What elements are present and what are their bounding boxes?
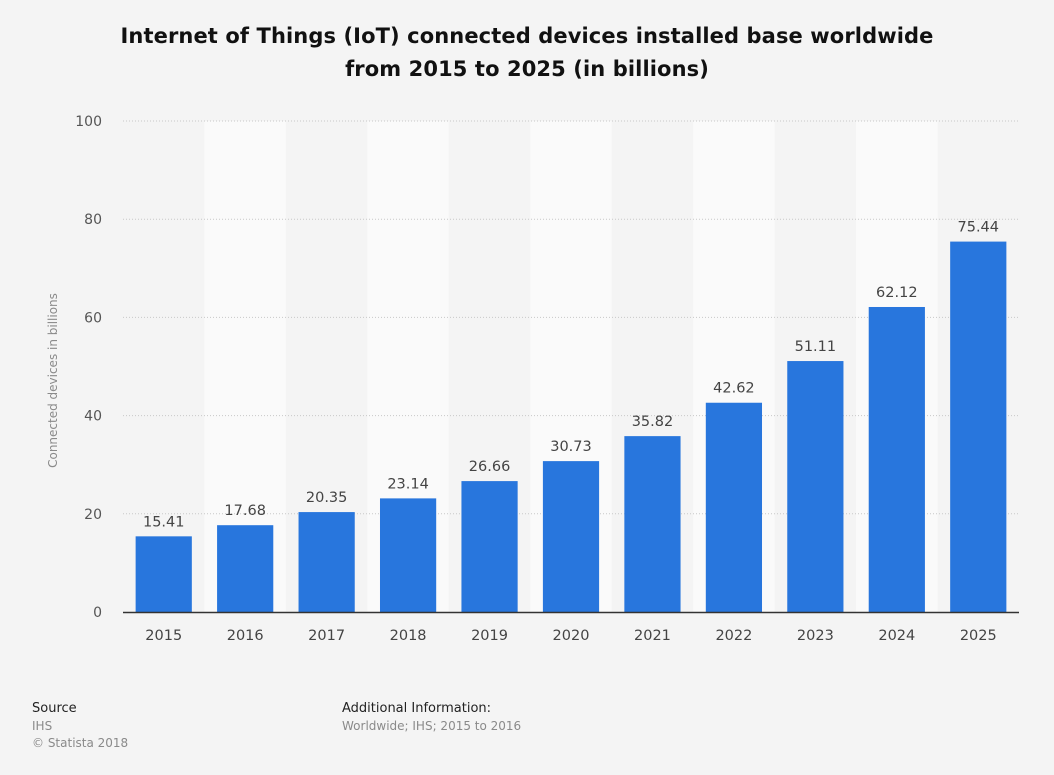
y-tick-label: 80: [84, 212, 102, 228]
x-tick-label: 2019: [471, 628, 508, 644]
x-axis-ticks: 2015 2016 2017 2018 2019 2020 2021 2022 2023 2024…: [145, 628, 996, 644]
x-tick-label: 2020: [553, 628, 590, 644]
value-label: 15.41: [143, 514, 185, 530]
x-tick-label: 2018: [390, 628, 427, 644]
x-tick-label: 2022: [715, 628, 752, 644]
y-axis-label: Connected devices in billions: [46, 293, 60, 468]
chart-title: Internet of Things (IoT) connected devic…: [0, 20, 1054, 86]
column-band: [123, 121, 205, 612]
y-tick-label: 0: [93, 605, 102, 621]
value-label: 20.35: [306, 490, 348, 506]
x-tick-label: 2024: [878, 628, 915, 644]
x-tick-label: 2023: [797, 628, 834, 644]
bar-2020: [542, 461, 600, 612]
value-label: 62.12: [876, 285, 918, 301]
bar-chart: 0 20 40 60 80 100 15.41 17.68 20.35 23.14 26.66 30…: [46, 114, 1019, 644]
copyright: © Statista 2018: [32, 736, 129, 750]
value-label: 51.11: [795, 339, 837, 355]
chart-title-line-1: Internet of Things (IoT) connected devic…: [120, 24, 934, 48]
x-tick-label: 2015: [145, 628, 182, 644]
source-block: Source IHS © Statista 2018: [32, 700, 128, 752]
bar-2023: [787, 361, 844, 612]
value-label: 17.68: [224, 503, 266, 519]
y-tick-label: 40: [84, 409, 102, 425]
bar-2017: [298, 512, 355, 612]
bar-2019: [461, 481, 518, 612]
value-label: 35.82: [632, 414, 674, 430]
chart-title-line-2: from 2015 to 2025 (in billions): [345, 57, 709, 81]
additional-info-block: Additional Information: Worldwide; IHS; …: [342, 700, 521, 735]
additional-info-heading: Additional Information:: [342, 701, 492, 716]
additional-info-text: Worldwide; IHS; 2015 to 2016: [342, 719, 522, 733]
value-label: 75.44: [958, 220, 1000, 236]
bar-2018: [379, 498, 437, 612]
y-axis-ticks: 0 20 40 60 80 100: [75, 114, 102, 621]
source-name: IHS: [32, 719, 53, 733]
bar-2024: [868, 306, 925, 612]
bar-2016: [217, 525, 274, 612]
bar-2015: [135, 536, 192, 612]
value-labels: 15.41 17.68 20.35 23.14 26.66 30.73 35.82 42.62…: [143, 220, 999, 531]
bar-2021: [624, 436, 681, 612]
x-tick-label: 2025: [960, 628, 997, 644]
x-tick-label: 2016: [227, 628, 264, 644]
value-label: 23.14: [387, 476, 429, 492]
value-label: 26.66: [469, 459, 511, 475]
y-tick-label: 100: [75, 114, 102, 130]
y-tick-label: 20: [84, 507, 102, 523]
value-label: 42.62: [713, 381, 755, 397]
bar-2025: [950, 241, 1007, 612]
source-heading: Source: [32, 701, 77, 716]
x-tick-label: 2017: [308, 628, 345, 644]
x-tick-label: 2021: [634, 628, 671, 644]
bars: [135, 241, 1007, 612]
value-label: 30.73: [550, 439, 592, 455]
bar-2022: [705, 402, 763, 612]
y-tick-label: 60: [84, 310, 102, 326]
